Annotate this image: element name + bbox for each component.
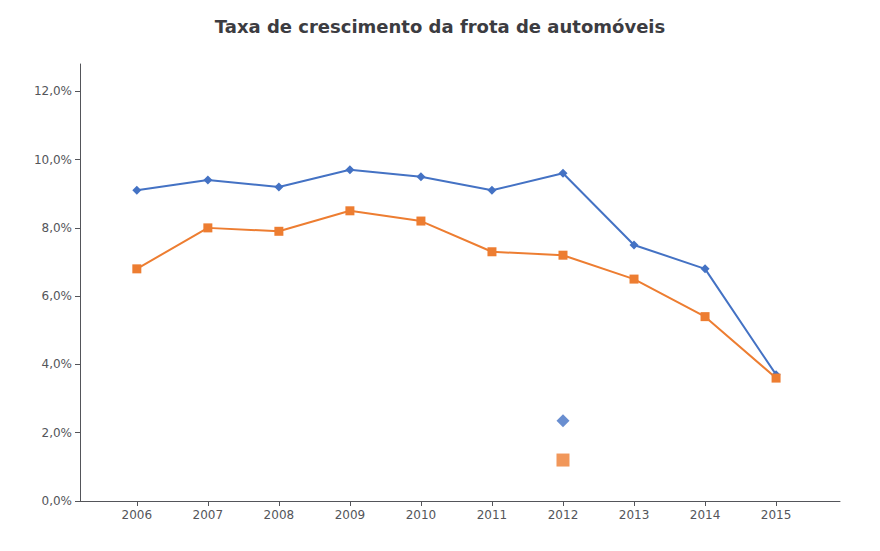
svg-text:2015: 2015 [761,508,792,522]
svg-text:2013: 2013 [619,508,650,522]
svg-text:2014: 2014 [690,508,721,522]
svg-text:12,0%: 12,0% [34,84,72,98]
svg-text:2012: 2012 [548,508,579,522]
svg-text:2006: 2006 [122,508,153,522]
svg-text:2009: 2009 [335,508,366,522]
svg-text:10,0%: 10,0% [34,153,72,167]
svg-text:0,0%: 0,0% [42,494,73,508]
svg-text:2,0%: 2,0% [42,426,73,440]
svg-text:2011: 2011 [477,508,508,522]
svg-text:2010: 2010 [406,508,437,522]
svg-text:Taxa de crescimento da frota d: Taxa de crescimento da frota de automóve… [215,16,665,37]
svg-text:6,0%: 6,0% [42,289,73,303]
svg-text:2008: 2008 [264,508,295,522]
svg-text:2007: 2007 [193,508,224,522]
svg-text:4,0%: 4,0% [42,357,73,371]
svg-text:8,0%: 8,0% [42,221,73,235]
